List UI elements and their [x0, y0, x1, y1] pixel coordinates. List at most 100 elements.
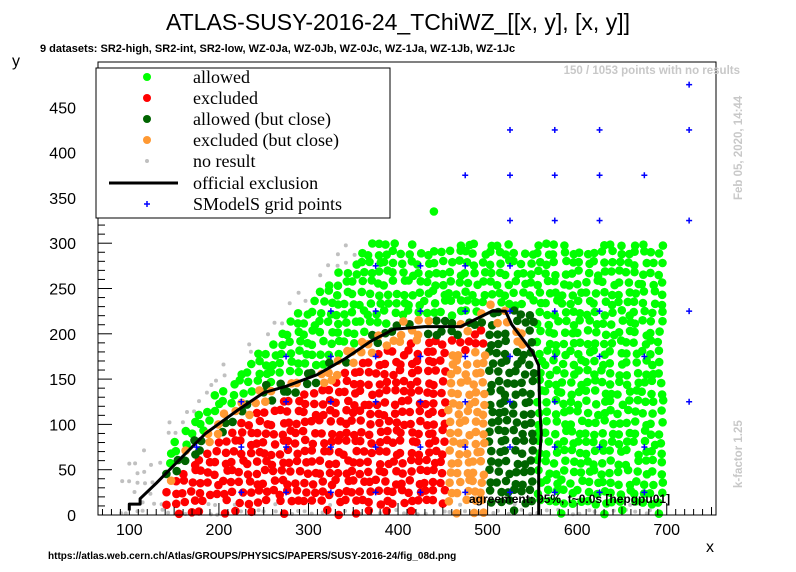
allowed-close-point: [497, 497, 506, 507]
excluded-point: [395, 448, 405, 458]
allowed-point: [600, 267, 610, 276]
allowed-point: [632, 477, 641, 486]
allowed-points: [166, 207, 668, 519]
excluded-point: [414, 429, 423, 439]
excluded-point: [424, 366, 433, 376]
allowed-point: [649, 480, 658, 490]
excluded-close-point: [395, 337, 405, 347]
allowed-point: [614, 460, 623, 470]
allowed-point: [429, 247, 439, 256]
y-tick-label: 250: [49, 282, 76, 299]
allowed-point: [300, 359, 310, 368]
excluded-point: [437, 340, 447, 349]
excluded-close-point: [478, 419, 488, 428]
excluded-point: [324, 385, 334, 395]
allowed-point: [613, 409, 622, 419]
allowed-point: [266, 367, 276, 377]
excluded-point: [403, 396, 413, 405]
excluded-point: [236, 449, 246, 459]
excluded-point: [422, 495, 432, 505]
allowed-point: [567, 269, 577, 278]
excluded-point: [447, 336, 457, 345]
excluded-point: [441, 398, 450, 407]
excluded-point: [259, 408, 269, 417]
allowed-close-point: [526, 466, 536, 476]
allowed-point: [171, 446, 181, 456]
no-result-point: [180, 420, 185, 425]
allowed-point: [581, 357, 590, 367]
allowed-close-point: [497, 487, 506, 497]
excluded-close-point: [445, 417, 455, 427]
allowed-point: [605, 380, 615, 389]
excluded-close-point: [261, 397, 270, 407]
allowed-point: [594, 410, 603, 420]
no-result-point: [302, 509, 307, 514]
allowed-point: [519, 269, 528, 278]
excluded-point: [220, 509, 230, 518]
allowed-point: [630, 261, 639, 270]
allowed-point: [405, 250, 415, 259]
allowed-point: [334, 268, 343, 277]
excluded-point: [226, 477, 236, 487]
no-result-point: [343, 509, 347, 513]
excluded-point: [383, 426, 392, 436]
excluded-point: [162, 487, 171, 497]
allowed-point: [591, 289, 601, 298]
allowed-point: [658, 307, 667, 317]
no-result-point: [335, 263, 340, 268]
allowed-point: [311, 360, 321, 370]
allowed-point: [339, 299, 349, 309]
allowed-point: [606, 478, 615, 488]
excluded-point: [227, 465, 237, 475]
allowed-close-point: [477, 318, 487, 327]
allowed-point: [552, 365, 561, 375]
no-result-point: [256, 508, 261, 513]
allowed-point: [379, 257, 389, 267]
no-result-point: [273, 502, 278, 507]
allowed-point: [648, 397, 658, 407]
excluded-point: [399, 376, 409, 386]
allowed-close-point: [527, 496, 536, 506]
grid-point: [283, 353, 290, 360]
allowed-point: [480, 290, 490, 300]
allowed-point: [657, 290, 667, 300]
legend-marker-allowed: [143, 73, 151, 81]
excluded-point: [428, 477, 438, 487]
excluded-point: [295, 466, 305, 476]
allowed-point: [573, 485, 582, 495]
excluded-point: [349, 458, 358, 467]
excluded-point: [269, 430, 279, 439]
allowed-close-point: [485, 366, 494, 376]
excluded-point: [325, 446, 334, 456]
allowed-point: [218, 396, 227, 406]
no-result-point: [150, 480, 155, 485]
excluded-point: [440, 485, 450, 495]
excluded-close-point: [480, 351, 490, 360]
y-tick-label: 100: [49, 417, 76, 434]
allowed-point: [255, 356, 264, 366]
allowed-close-point: [529, 317, 538, 327]
excluded-point: [243, 470, 253, 479]
allowed-point: [614, 440, 624, 449]
allowed-point: [616, 257, 625, 267]
allowed-point: [621, 267, 631, 277]
excluded-point: [371, 369, 381, 378]
allowed-point: [589, 460, 598, 469]
excluded-close-point: [470, 397, 480, 407]
excluded-close-point: [480, 438, 489, 448]
excluded-point: [178, 489, 187, 498]
allowed-point: [551, 341, 561, 350]
excluded-point: [300, 478, 309, 488]
allowed-point: [478, 297, 488, 307]
allowed-close-point: [432, 316, 441, 326]
allowed-point: [583, 339, 593, 349]
allowed-close-point: [494, 416, 503, 426]
excluded-point: [180, 497, 190, 507]
excluded-point: [406, 388, 416, 397]
excluded-point: [405, 476, 415, 485]
allowed-point: [363, 310, 373, 320]
allowed-point: [658, 488, 667, 498]
excluded-point: [290, 439, 300, 448]
allowed-point: [631, 497, 640, 506]
